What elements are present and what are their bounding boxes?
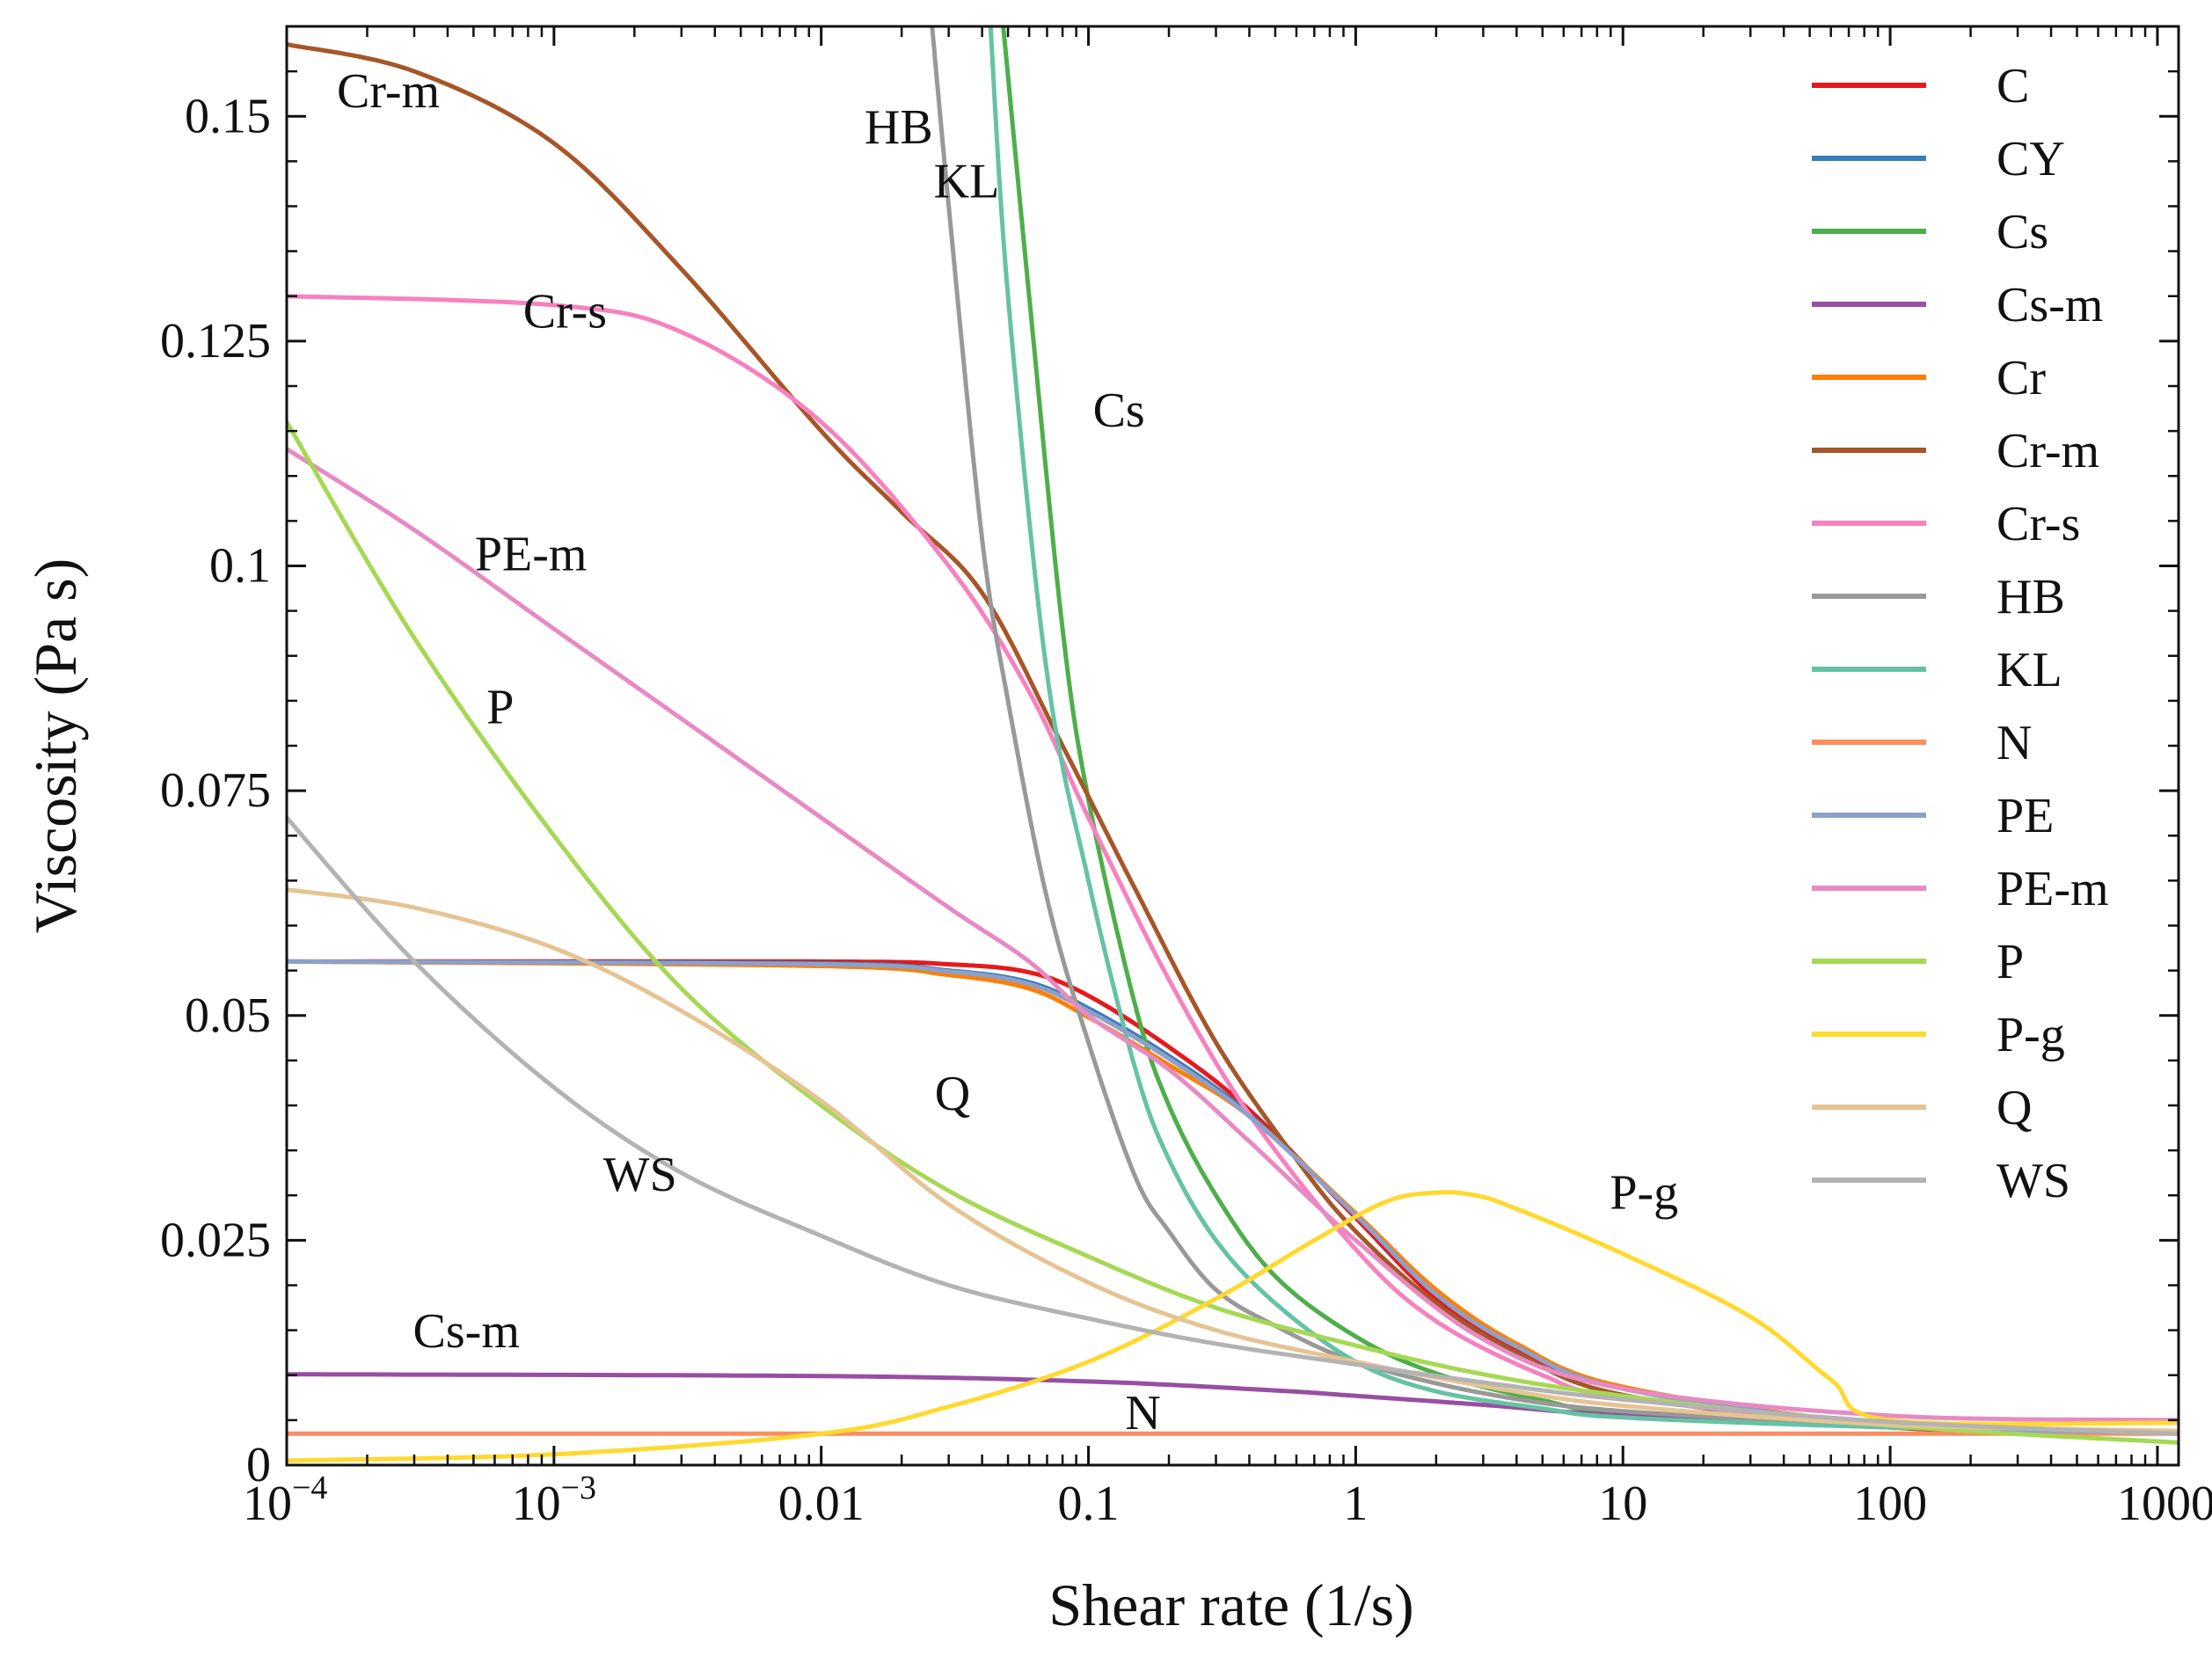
legend-label-p-g: P-g xyxy=(1997,1008,2065,1062)
y-tick-label: 0.125 xyxy=(160,314,271,368)
y-tick-label: 0.075 xyxy=(160,763,271,818)
legend-label-cs-m: Cs-m xyxy=(1997,278,2103,332)
series-line-p-g xyxy=(287,1190,2179,1463)
legend-label-cy: CY xyxy=(1997,132,2065,186)
y-tick-label: 0.15 xyxy=(185,89,271,143)
series-line-pe-m xyxy=(287,447,2179,1423)
plot-frame xyxy=(285,25,2180,1467)
annotation-p-g: P-g xyxy=(1610,1166,1678,1221)
legend-label-p: P xyxy=(1997,935,2024,989)
legend-label-ws: WS xyxy=(1997,1154,2070,1208)
series-line-p xyxy=(287,419,2179,1445)
series-line-q xyxy=(287,887,2179,1433)
x-tick-label: 0.1 xyxy=(1058,1477,1120,1531)
y-tick-label: 0.05 xyxy=(185,988,271,1043)
legend-label-cs: Cs xyxy=(1997,205,2048,259)
y-tick-label: 0.1 xyxy=(209,539,271,594)
annotation-n: N xyxy=(1125,1386,1160,1440)
legend: C CY Cs Cs-m Cr Cr-m Cr-s HB KL N PE PE-m P P-g Q WS xyxy=(1812,59,2109,1208)
x-tick-label: 10−4 xyxy=(243,1469,327,1531)
annotation-p: P xyxy=(486,680,514,734)
x-tick-label: 0.01 xyxy=(778,1477,865,1531)
x-tick-label: 10−3 xyxy=(512,1469,596,1531)
legend-label-cr: Cr xyxy=(1997,351,2046,405)
annotation-ws: WS xyxy=(603,1148,677,1202)
x-tick-label: 1 xyxy=(1343,1477,1368,1531)
legend-label-cr-s: Cr-s xyxy=(1997,497,2080,551)
x-tick-label: 100 xyxy=(1853,1477,1927,1531)
legend-label-pe: PE xyxy=(1997,789,2054,843)
y-tick-label: 0 xyxy=(246,1438,271,1492)
annotation-cs-m: Cs-m xyxy=(413,1304,520,1359)
legend-label-q: Q xyxy=(1997,1081,2032,1135)
legend-label-hb: HB xyxy=(1997,570,2065,624)
legend-label-cr-m: Cr-m xyxy=(1997,424,2099,478)
annotation-kl: KL xyxy=(934,154,1000,208)
x-axis-title: Shear rate (1/s) xyxy=(1048,1572,1413,1638)
annotation-cr-m: Cr-m xyxy=(337,64,440,119)
legend-label-pe-m: PE-m xyxy=(1997,862,2109,916)
x-tick-label: 10 xyxy=(1598,1477,1647,1531)
series-layer xyxy=(287,26,2179,1463)
axes: 10−4 10−3 0.01 0.1 1 10 100 1000 0 0.025 0.05 0.075… xyxy=(160,26,2212,1531)
annotation-hb: HB xyxy=(865,100,933,155)
y-axis-title: Viscosity (Pa s) xyxy=(22,558,89,934)
series-line-kl xyxy=(988,26,2179,1434)
legend-label-c: C xyxy=(1997,59,2029,113)
legend-label-kl: KL xyxy=(1997,643,2062,697)
annotation-q: Q xyxy=(935,1067,970,1121)
x-tick-label: 1000 xyxy=(2117,1477,2212,1531)
annotation-cs: Cs xyxy=(1093,383,1145,438)
series-line-ws xyxy=(287,815,2179,1436)
legend-label-n: N xyxy=(1997,716,2032,770)
y-tick-label: 0.025 xyxy=(160,1213,271,1267)
annotation-cr-s: Cr-s xyxy=(523,285,607,339)
annotation-pe-m: PE-m xyxy=(475,528,588,582)
series-line-hb xyxy=(930,26,2179,1434)
